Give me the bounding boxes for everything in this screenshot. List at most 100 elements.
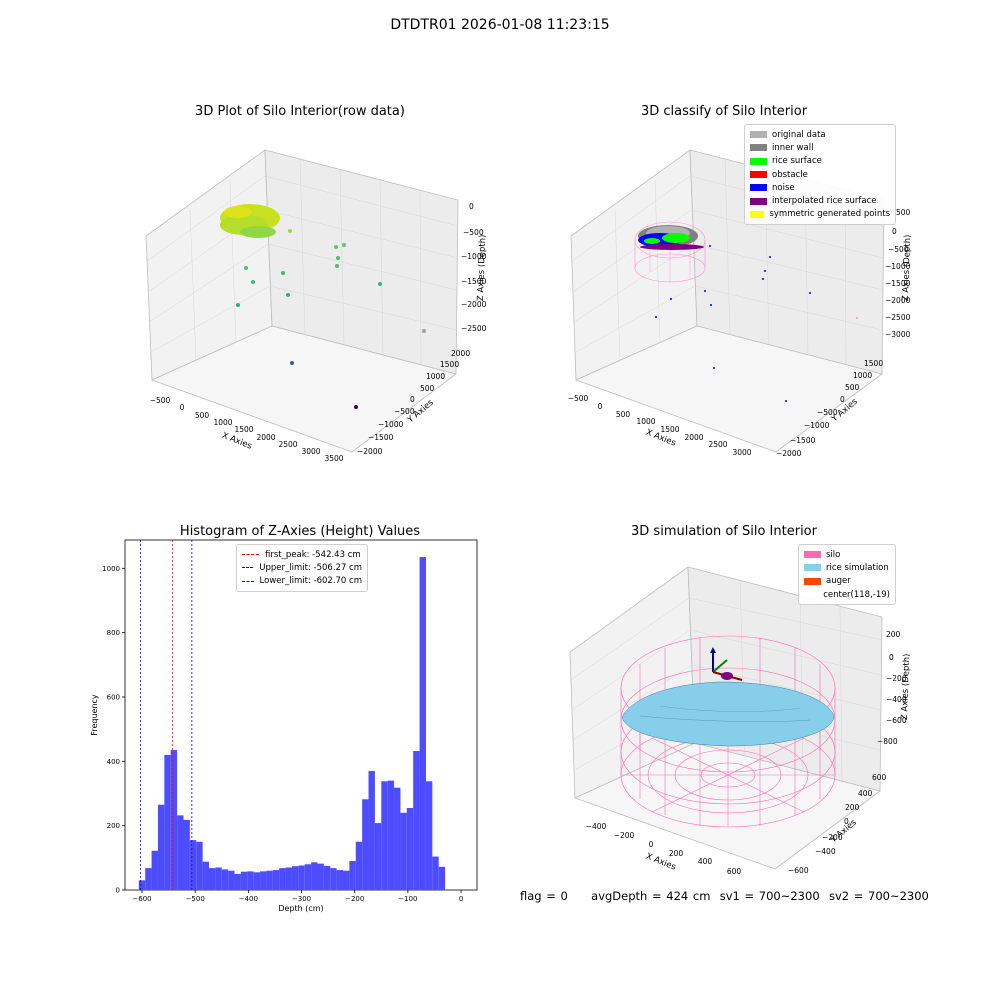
histogram-chart: −600 −500 −400 −300 −200 −100 0 0 200 400 600 800 1… (90, 539, 478, 913)
plot4-auger (710, 647, 743, 681)
histogram-ytick-label: 800 (107, 629, 120, 637)
plot2-ytick: 500 (845, 383, 860, 392)
histogram-bar (406, 807, 414, 890)
footer-status: flag = 0 avgDepth = 424 cm sv1 = 700~230… (520, 889, 929, 903)
plot1-xtick: −500 (150, 396, 171, 405)
histogram-xlabel: Depth (cm) (278, 904, 323, 913)
histogram-bar (247, 871, 254, 890)
plot1-ytick: 500 (420, 384, 435, 393)
histogram-bar (196, 841, 203, 890)
plot2-zlabel: Z Axies (Depth) (901, 234, 913, 301)
histogram-bar (138, 880, 146, 890)
legend-swatch (750, 197, 767, 205)
histogram-xtick-label: −500 (186, 895, 205, 903)
histogram-legend: first_peak: -542.43 cm Upper_limit: -506… (236, 544, 368, 592)
plot1-xtick: 3500 (324, 454, 343, 463)
legend-label: symmetric generated points (769, 209, 890, 220)
plot2-ztick: 0 (892, 227, 897, 236)
histogram-ytick-label: 1000 (102, 565, 120, 573)
legend-label: center(118,-19) (823, 589, 890, 600)
histogram-bar (304, 864, 312, 890)
plot1-ztick: −1500 (461, 277, 487, 286)
histogram-xtick-label: −600 (132, 895, 151, 903)
histogram-bar (349, 861, 356, 890)
histogram-ytick-label: 0 (116, 887, 120, 895)
plot2-xtick: 0 (598, 402, 603, 411)
histogram-bar (260, 871, 267, 890)
legend-label: original data (772, 129, 826, 140)
plot4-tick-labels: −400 −200 0 200 400 600 −600 −400 −200 0… (586, 630, 907, 876)
histogram-bar (209, 868, 216, 890)
histogram-bar (368, 770, 375, 890)
histogram-bar (323, 865, 331, 890)
plot4-ytick: 600 (872, 773, 887, 782)
histogram-bar (157, 804, 165, 890)
plot4-ytick: −600 (788, 866, 809, 875)
histogram-ylabel: Frequency (90, 694, 99, 736)
histogram-bar (425, 781, 433, 890)
plot1-xtick: 1000 (213, 418, 232, 427)
legend-label: noise (772, 182, 795, 193)
legend-item-original-data: original data (750, 128, 890, 141)
sv1-text: sv1 = 700~2300 (719, 889, 820, 903)
plot1-ztick: −500 (463, 228, 484, 237)
plot1-zlabel: Z Axies (Depth) (476, 234, 488, 301)
legend-line-swatch (242, 554, 259, 556)
plot1-ytick: −2000 (357, 447, 383, 456)
plot4-ztick: −800 (877, 737, 898, 746)
legend-item-inner-wall: inner wall (750, 141, 890, 154)
histogram-bar (381, 781, 388, 890)
histogram-bar (343, 870, 350, 890)
plot4-ytick: −400 (815, 847, 836, 856)
plot2-axes-box (570, 149, 885, 453)
legend-label: Lower_limit: -602.70 cm (259, 576, 362, 587)
plot1-xtick: 0 (180, 403, 185, 412)
plot1-ytick: 1500 (440, 360, 459, 369)
histogram-bar (413, 751, 420, 890)
legend-item-center: center(118,-19) (804, 588, 890, 601)
histogram-xtick-label: −300 (292, 895, 311, 903)
plot1-ztick: 0 (469, 202, 474, 211)
histogram-xtick-label: −200 (345, 895, 364, 903)
histogram-ytick-label: 400 (107, 758, 120, 766)
histogram-bar (164, 754, 171, 890)
legend-item-auger: auger (804, 575, 890, 588)
histogram-bar (387, 780, 395, 890)
legend-item-obstacle: obstacle (750, 168, 890, 181)
histogram-bar (362, 799, 369, 890)
plot4-ztick: −200 (886, 674, 907, 683)
histogram-bar (355, 841, 363, 890)
legend-label: rice simulation (826, 562, 889, 573)
plot1-ytick: 2000 (451, 349, 470, 358)
histogram-bar (432, 856, 439, 890)
histogram-ytick-label: 200 (107, 822, 120, 830)
histogram-y-ticks: 0 200 400 600 800 1000 (102, 565, 125, 895)
plot2-xtick: 2000 (684, 433, 703, 442)
histogram-bar (151, 850, 158, 890)
plot2-ztick: −500 (888, 245, 909, 254)
histogram-bar (215, 867, 222, 890)
histogram-bar (145, 868, 152, 890)
legend-swatch (804, 577, 821, 585)
plot4-3d-simulation: −400 −200 0 200 400 600 −600 −400 −200 0… (569, 566, 912, 876)
legend-item-silo: silo (804, 548, 890, 561)
histogram-bar (438, 866, 446, 890)
plot2-ytick: 1000 (853, 371, 872, 380)
plot4-ztick: 0 (889, 653, 894, 662)
histogram-bar (240, 871, 248, 890)
flag-text: flag = 0 (520, 889, 568, 903)
plot2-xtick: 1500 (660, 425, 679, 434)
plot4-xtick: 0 (649, 840, 654, 849)
histogram-bar (298, 865, 305, 890)
histogram-bar (374, 823, 382, 890)
plot2-ytick: −500 (817, 408, 838, 417)
histogram-bar (189, 840, 197, 890)
legend-label: auger (826, 576, 851, 587)
plot2-ytick: 1500 (864, 359, 883, 368)
legend-swatch (804, 564, 821, 572)
plot1-ytick: 1000 (426, 372, 445, 381)
histogram-bar (228, 870, 235, 890)
legend-swatch (750, 157, 767, 165)
plot2-ztick: −1500 (885, 279, 911, 288)
plot2-ytick: 0 (840, 395, 845, 404)
